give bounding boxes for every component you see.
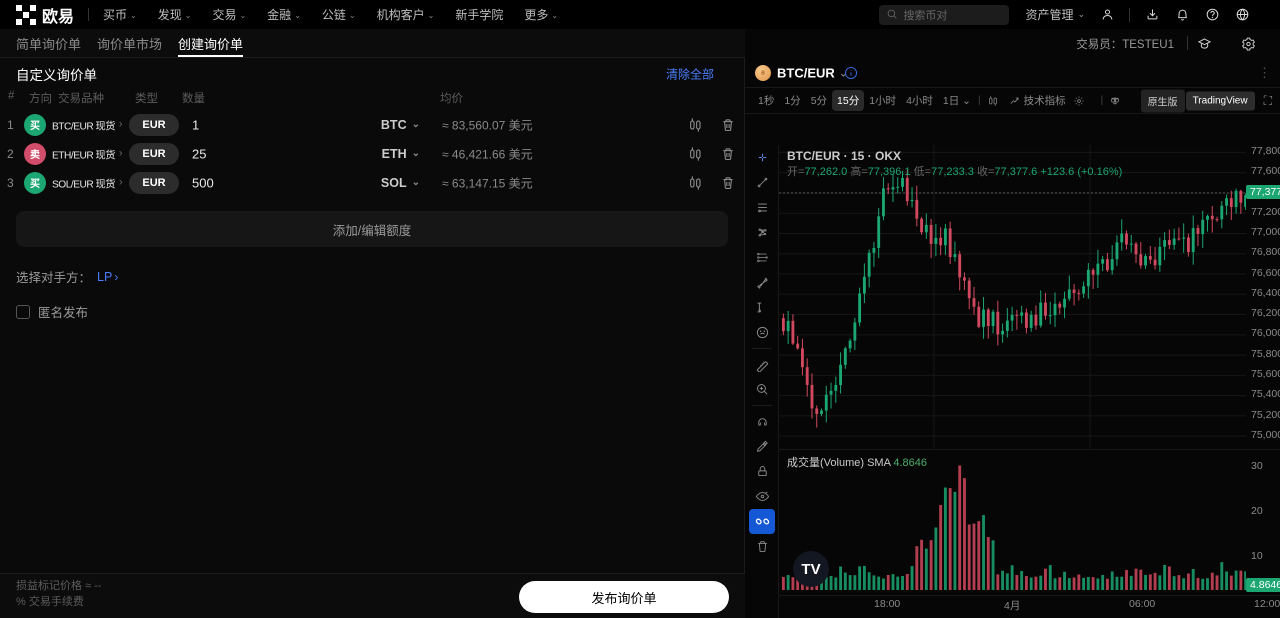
svg-text:B: B (761, 70, 765, 76)
